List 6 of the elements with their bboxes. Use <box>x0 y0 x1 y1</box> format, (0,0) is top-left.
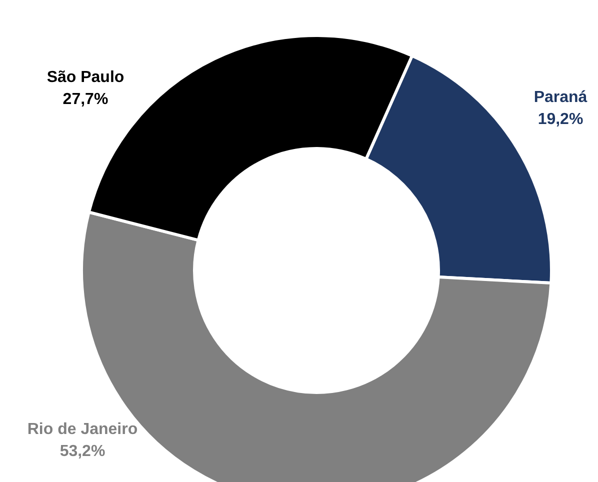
data-label: 27,7% <box>62 91 108 108</box>
data-label: 53,2% <box>60 443 106 460</box>
slice-label: São Paulo <box>46 68 124 86</box>
slice-label: Rio de Janeiro <box>27 420 138 438</box>
slice-label: Paraná <box>534 88 588 106</box>
data-label: 19,2% <box>538 111 584 128</box>
